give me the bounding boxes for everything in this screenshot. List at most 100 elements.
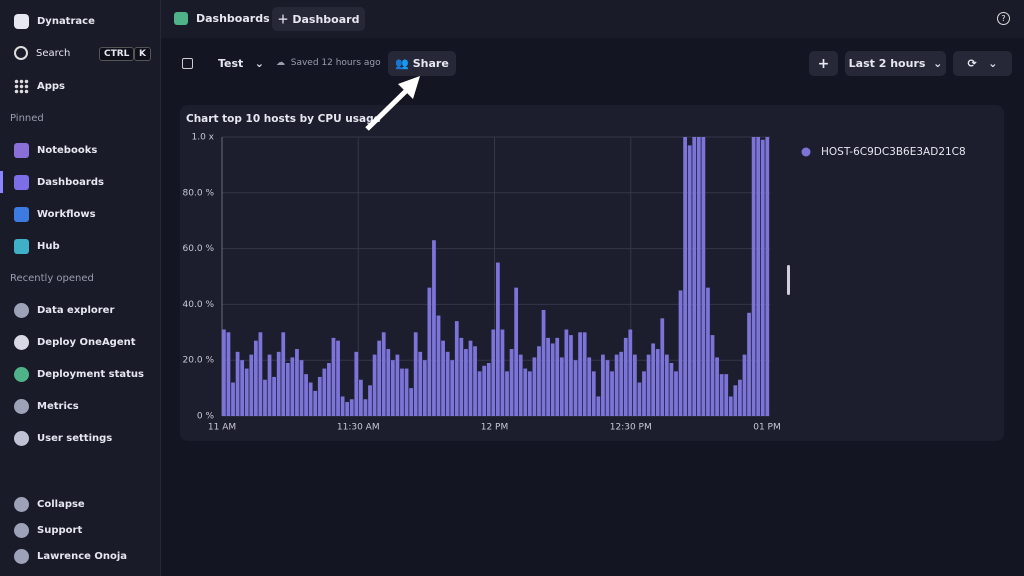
bar [674, 371, 678, 416]
share-button[interactable]: 👥 Share [388, 51, 456, 76]
add-button[interactable]: + [809, 51, 838, 76]
bar [509, 349, 514, 416]
y-tick-label: 40.0 % [183, 300, 215, 310]
bar [532, 357, 537, 416]
nav-item[interactable]: Support [14, 523, 82, 538]
kbd: K [134, 47, 151, 61]
nav-item[interactable]: Lawrence Onoja [14, 549, 127, 564]
bar [340, 396, 345, 416]
bar [450, 360, 455, 416]
nav-item[interactable]: Hub [14, 239, 60, 254]
bar [313, 390, 318, 416]
nav-icon [14, 239, 29, 254]
nav-item[interactable]: Collapse [14, 497, 85, 512]
nav-label: Workflows [37, 209, 96, 220]
nav-icon [14, 367, 29, 382]
apps[interactable]: Apps [14, 79, 65, 94]
brand[interactable]: Dynatrace [14, 14, 95, 29]
bar [477, 371, 482, 416]
y-tick-label: 20.0 % [183, 356, 215, 366]
bar [724, 374, 729, 416]
bar [327, 362, 331, 416]
nav-item[interactable]: Data explorer [14, 303, 114, 318]
bar [368, 385, 372, 416]
arrow-head [398, 76, 420, 99]
bar [413, 332, 418, 416]
bar [363, 399, 368, 416]
bar [226, 332, 231, 416]
nav-item[interactable]: Dashboards [14, 175, 104, 190]
bar [710, 335, 715, 416]
bar [505, 371, 509, 416]
nav-item[interactable]: Deployment status [14, 367, 144, 382]
panel-toggle[interactable] [182, 58, 193, 69]
nav-item[interactable]: Workflows [14, 207, 96, 222]
bar [372, 354, 377, 416]
help-icon[interactable]: ? [997, 12, 1010, 25]
bar [756, 137, 761, 416]
bar [633, 354, 637, 416]
bar [322, 368, 327, 416]
legend-label: HOST-6C9DC3B6E3AD21C8 [821, 146, 966, 158]
section-label: Pinned [10, 113, 44, 124]
bar [231, 382, 235, 416]
search[interactable]: Search [14, 46, 70, 60]
nav-label: Data explorer [37, 305, 115, 316]
nav-item[interactable]: Deploy OneAgent [14, 335, 136, 350]
bar [696, 137, 701, 416]
bar [290, 357, 295, 416]
bar [473, 346, 477, 416]
bar [518, 354, 523, 416]
bar [651, 343, 656, 416]
bar [427, 287, 432, 416]
x-tick-label: 11 AM [208, 423, 236, 433]
bar [760, 139, 765, 416]
scrollbar [787, 265, 790, 295]
bar [642, 371, 646, 416]
name-label: Test [218, 57, 244, 70]
kbd: CTRL [99, 47, 135, 61]
bar [377, 340, 382, 416]
chart-title: Chart top 10 hosts by CPU usage [186, 113, 381, 125]
nav-item[interactable]: Notebooks [14, 143, 97, 158]
bar [235, 351, 240, 416]
nav-label: Support [37, 525, 83, 536]
chart: Chart top 10 hosts by CPU usage 0 % 20.0 … [183, 113, 966, 433]
bar [295, 349, 299, 416]
x-tick-label: 12 PM [481, 423, 509, 433]
nav-item[interactable]: Metrics [14, 399, 79, 414]
bar [496, 262, 500, 416]
bar [706, 287, 710, 416]
bar [491, 329, 496, 416]
nav-item[interactable]: User settings [14, 431, 112, 446]
bar [249, 354, 254, 416]
new-dashboard-button[interactable]: ＋ Dashboard [272, 7, 365, 31]
bar [646, 354, 651, 416]
dashboard-name[interactable]: Test ⌄ [218, 57, 265, 70]
bar [578, 332, 582, 416]
bar [610, 371, 614, 416]
bar [432, 240, 436, 416]
timeframe-button[interactable]: Last 2 hours ⌄ [845, 51, 946, 76]
refresh-button[interactable]: ⟳ ⌄ [953, 51, 1012, 76]
nav-label: User settings [37, 433, 113, 444]
section-label: Recently opened [10, 273, 94, 284]
bar [550, 343, 555, 416]
bar [591, 371, 596, 416]
bar [514, 287, 519, 416]
bar [601, 354, 605, 416]
bar [240, 360, 245, 416]
bar [400, 368, 404, 416]
bar [308, 382, 313, 416]
bar [272, 376, 276, 416]
bar [299, 360, 304, 416]
x-tick-label: 12:30 PM [610, 423, 652, 433]
bar [244, 368, 249, 416]
bar [454, 321, 459, 416]
bar [390, 360, 395, 416]
bar [619, 351, 624, 416]
bar [468, 340, 473, 416]
bar [345, 402, 350, 416]
bar [614, 354, 619, 416]
